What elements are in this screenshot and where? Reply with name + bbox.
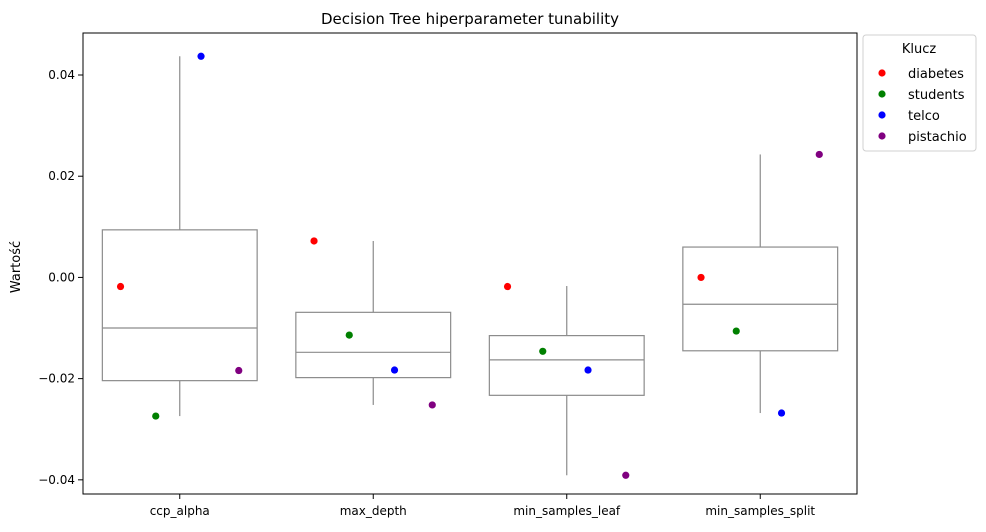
box-body	[682, 246, 839, 352]
legend-label-telco: telco	[908, 109, 940, 124]
data-point-students	[345, 331, 353, 339]
x-tick-label: max_depth	[340, 504, 407, 518]
data-point-telco	[197, 52, 205, 60]
box-body	[101, 229, 258, 382]
legend-label-students: students	[908, 88, 965, 103]
legend: Klucz diabetes students telco pistachio	[862, 34, 977, 152]
data-point-pistachio	[235, 366, 243, 375]
x-tick-label: min_samples_leaf	[513, 504, 621, 518]
y-tick-label: 0.02	[48, 169, 75, 183]
chart-title: Decision Tree hiperparameter tunability	[321, 10, 619, 28]
data-point-students	[152, 412, 160, 420]
legend-label-diabetes: diabetes	[908, 67, 964, 82]
data-point-pistachio	[622, 471, 630, 479]
x-tick-label: min_samples_split	[705, 504, 815, 518]
data-point-students	[732, 327, 740, 335]
legend-marker-students	[878, 90, 886, 98]
y-tick-label: 0.04	[48, 68, 75, 82]
data-point-diabetes	[697, 273, 705, 282]
plot-frame	[82, 32, 858, 495]
y-axis-label: Wartość	[9, 241, 24, 293]
legend-marker-telco	[878, 111, 886, 119]
box-body	[295, 311, 452, 379]
data-point-pistachio	[815, 150, 823, 159]
data-point-diabetes	[503, 282, 512, 291]
plot-area: −0.04 −0.02 0.00 0.02 0.04 ccp_alpha max_depth…	[38, 52, 839, 518]
box-body	[488, 335, 645, 396]
legend-marker-diabetes	[878, 69, 886, 77]
x-tick-label: ccp_alpha	[150, 504, 210, 518]
data-point-pistachio	[428, 401, 436, 409]
legend-marker-pistachio	[878, 132, 886, 140]
data-point-diabetes	[116, 282, 125, 291]
data-point-diabetes	[310, 237, 318, 245]
y-tick-label: −0.02	[38, 372, 75, 386]
data-point-students	[539, 347, 547, 355]
data-point-telco	[584, 366, 592, 374]
y-tick-label: 0.00	[48, 270, 75, 284]
legend-title: Klucz	[902, 42, 937, 57]
legend-label-pistachio: pistachio	[908, 130, 967, 145]
y-tick-label: −0.04	[38, 473, 75, 487]
data-point-telco	[777, 409, 786, 417]
legend-frame	[862, 34, 977, 152]
data-point-telco	[390, 366, 399, 374]
